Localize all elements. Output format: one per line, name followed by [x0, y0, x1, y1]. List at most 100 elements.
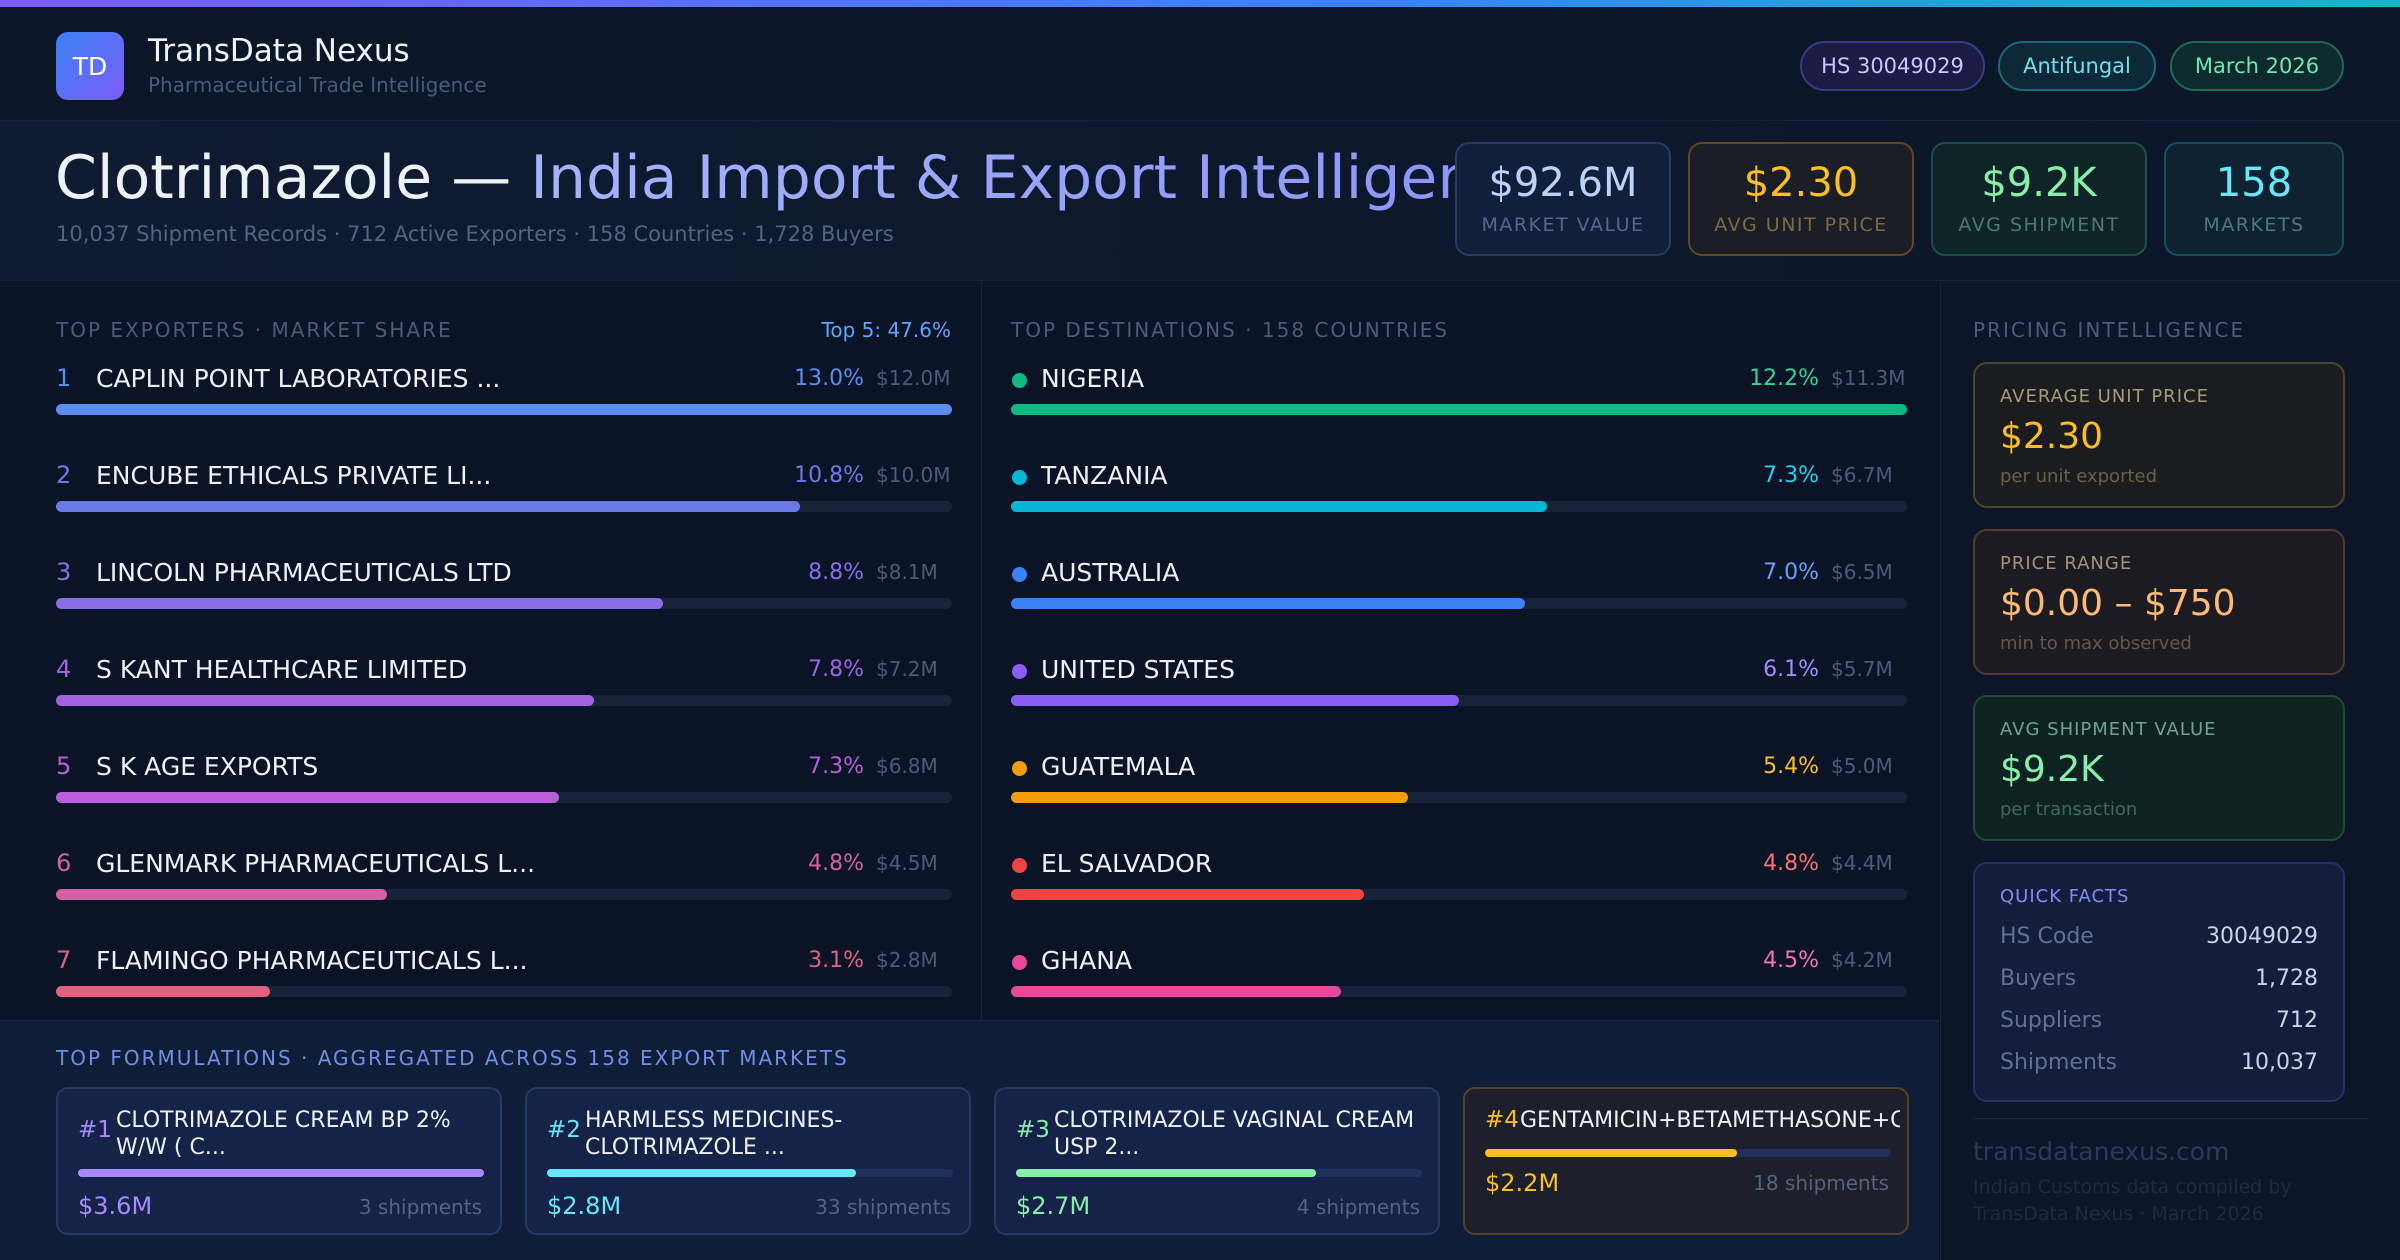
share-bar-track	[1011, 986, 1907, 997]
share-bar-fill	[56, 986, 270, 997]
formulation-shipments: 3 shipments	[358, 1195, 482, 1219]
formulations-section: TOP FORMULATIONS · AGGREGATED ACROSS 158…	[0, 1020, 1939, 1260]
accent-bar	[0, 0, 2400, 7]
app-header: TD TransData Nexus Pharmaceutical Trade …	[0, 7, 2400, 121]
share-bar-fill	[1011, 695, 1459, 706]
date-pill[interactable]: March 2026	[2170, 41, 2344, 91]
formulation-bar-fill	[1485, 1149, 1737, 1157]
fact-value: 30049029	[2206, 924, 2318, 949]
exporter-rank: 3	[56, 558, 72, 586]
kpi-label: MARKETS	[2203, 214, 2305, 236]
divider	[1973, 1118, 2369, 1119]
exporter-share-pct: 8.8%	[808, 560, 864, 585]
brand-name[interactable]: TransData Nexus	[148, 33, 410, 69]
card-value: $9.2K	[2000, 749, 2104, 790]
exporter-share-pct: 4.8%	[808, 851, 864, 876]
exporter-row[interactable]: 6 GLENMARK PHARMACEUTICALS L... 4.8% $4.5M	[56, 849, 952, 929]
country-color-dot	[1012, 858, 1027, 873]
exporters-title: TOP EXPORTERS · MARKET SHARE	[56, 318, 453, 342]
formulation-name: CLOTRIMAZOLE VAGINAL CREAM USP 2...	[1054, 1108, 1415, 1160]
formulations-title: TOP FORMULATIONS · AGGREGATED ACROSS 158…	[56, 1046, 849, 1070]
exporter-name: S K AGE EXPORTS	[96, 752, 319, 781]
exporter-name: LINCOLN PHARMACEUTICALS LTD	[96, 558, 512, 587]
formulation-card[interactable]: #1 CLOTRIMAZOLE CREAM BP 2% W/W ( C... $3.…	[56, 1087, 502, 1235]
pricing-sidebar: PRICING INTELLIGENCE AVERAGE UNIT PRICE …	[1940, 282, 2400, 1260]
destination-row[interactable]: TANZANIA 7.3% $6.7M	[1011, 461, 1907, 541]
formulation-rank: #3	[1016, 1117, 1050, 1143]
formulation-value: $3.6M	[78, 1192, 153, 1220]
share-bar-fill	[56, 889, 387, 900]
destination-row[interactable]: UNITED STATES 6.1% $5.7M	[1011, 655, 1907, 735]
exporter-row[interactable]: 7 FLAMINGO PHARMACEUTICALS L... 3.1% $2.8M	[56, 946, 952, 1026]
share-bar-fill	[56, 695, 594, 706]
formulation-shipments: 18 shipments	[1753, 1171, 1889, 1195]
formulation-bar-track	[1016, 1169, 1422, 1177]
exporter-share-pct: 3.1%	[808, 948, 864, 973]
formulation-card[interactable]: #3 CLOTRIMAZOLE VAGINAL CREAM USP 2... $2.…	[994, 1087, 1440, 1235]
kpi-value: $92.6M	[1488, 160, 1638, 206]
site-url[interactable]: transdatanexus.com	[1973, 1137, 2230, 1166]
destination-row[interactable]: EL SALVADOR 4.8% $4.4M	[1011, 849, 1907, 929]
formulation-value: $2.8M	[547, 1192, 622, 1220]
page-subtitle: 10,037 Shipment Records · 712 Active Exp…	[56, 222, 894, 246]
country-name: TANZANIA	[1041, 461, 1168, 490]
exporter-row[interactable]: 5 S K AGE EXPORTS 7.3% $6.8M	[56, 752, 952, 832]
card-subtext: per unit exported	[2000, 466, 2158, 487]
exporter-row[interactable]: 3 LINCOLN PHARMACEUTICALS LTD 8.8% $8.1M	[56, 558, 952, 638]
destinations-title: TOP DESTINATIONS · 158 COUNTRIES	[1011, 318, 1450, 342]
page-title-rest: India Import & Export Intelligence	[530, 143, 1546, 213]
exporters-panel: TOP EXPORTERS · MARKET SHARE Top 5: 47.6…	[0, 282, 980, 1020]
country-share-pct: 6.1%	[1763, 657, 1819, 682]
destination-row[interactable]: NIGERIA 12.2% $11.3M	[1011, 364, 1907, 444]
page-title: Clotrimazole — India Import & Export Int…	[55, 143, 1545, 213]
destinations-panel: TOP DESTINATIONS · 158 COUNTRIES NIGERIA…	[981, 282, 1939, 1020]
country-name: AUSTRALIA	[1041, 558, 1180, 587]
share-bar-fill	[56, 792, 560, 803]
share-bar-fill	[1011, 889, 1364, 900]
exporter-name: GLENMARK PHARMACEUTICALS L...	[96, 849, 536, 878]
share-bar-track	[56, 501, 952, 512]
destination-row[interactable]: AUSTRALIA 7.0% $6.5M	[1011, 558, 1907, 638]
kpi-value: $9.2K	[1981, 160, 2097, 206]
exporter-rank: 5	[56, 752, 72, 780]
country-amount: $4.2M	[1831, 948, 1893, 972]
country-amount: $11.3M	[1831, 366, 1906, 390]
country-share-pct: 7.3%	[1763, 463, 1819, 488]
fact-key: Buyers	[2000, 966, 2077, 991]
kpi-avg-unit-price: $2.30 AVG UNIT PRICE	[1688, 142, 1914, 256]
source-note: Indian Customs data compiled by TransDat…	[1973, 1176, 2292, 1225]
formulation-card[interactable]: #2 HARMLESS MEDICINES- CLOTRIMAZOLE ... $2…	[525, 1087, 971, 1235]
exporter-share-pct: 7.3%	[808, 754, 864, 779]
share-bar-track	[1011, 792, 1907, 803]
exporter-row[interactable]: 2 ENCUBE ETHICALS PRIVATE LI... 10.8% $10.0…	[56, 461, 952, 541]
hs-code-pill[interactable]: HS 30049029	[1800, 41, 1985, 91]
exporter-row[interactable]: 4 S KANT HEALTHCARE LIMITED 7.8% $7.2M	[56, 655, 952, 735]
formulation-shipments: 33 shipments	[815, 1195, 951, 1219]
share-bar-fill	[1011, 986, 1342, 997]
category-pill[interactable]: Antifungal	[1998, 41, 2156, 91]
share-bar-fill	[56, 501, 801, 512]
exporter-share-pct: 10.8%	[794, 463, 864, 488]
formulation-bar-fill	[1016, 1169, 1317, 1177]
destination-row[interactable]: GUATEMALA 5.4% $5.0M	[1011, 752, 1907, 832]
fact-value: 10,037	[2241, 1050, 2318, 1075]
fact-hs-code: HS Code 30049029	[2000, 924, 2318, 954]
formulation-bar-track	[547, 1169, 953, 1177]
brand-logo[interactable]: TD	[56, 32, 124, 100]
exporter-name: CAPLIN POINT LABORATORIES ...	[96, 364, 501, 393]
kpi-label: AVG SHIPMENT	[1958, 214, 2120, 236]
exporter-amount: $4.5M	[876, 851, 938, 875]
fact-suppliers: Suppliers 712	[2000, 1008, 2318, 1038]
avg-unit-price-card: AVERAGE UNIT PRICE $2.30 per unit export…	[1973, 362, 2345, 508]
exporter-amount: $2.8M	[876, 948, 938, 972]
share-bar-track	[56, 695, 952, 706]
exporter-rank: 4	[56, 655, 72, 683]
country-name: GUATEMALA	[1041, 752, 1196, 781]
kpi-avg-shipment: $9.2K AVG SHIPMENT	[1931, 142, 2147, 256]
fact-key: Suppliers	[2000, 1008, 2103, 1033]
destination-row[interactable]: GHANA 4.5% $4.2M	[1011, 946, 1907, 1026]
exporter-row[interactable]: 1 CAPLIN POINT LABORATORIES ... 13.0% $12.0…	[56, 364, 952, 444]
formulation-rank: #4	[1485, 1107, 1519, 1133]
country-share-pct: 4.5%	[1763, 948, 1819, 973]
